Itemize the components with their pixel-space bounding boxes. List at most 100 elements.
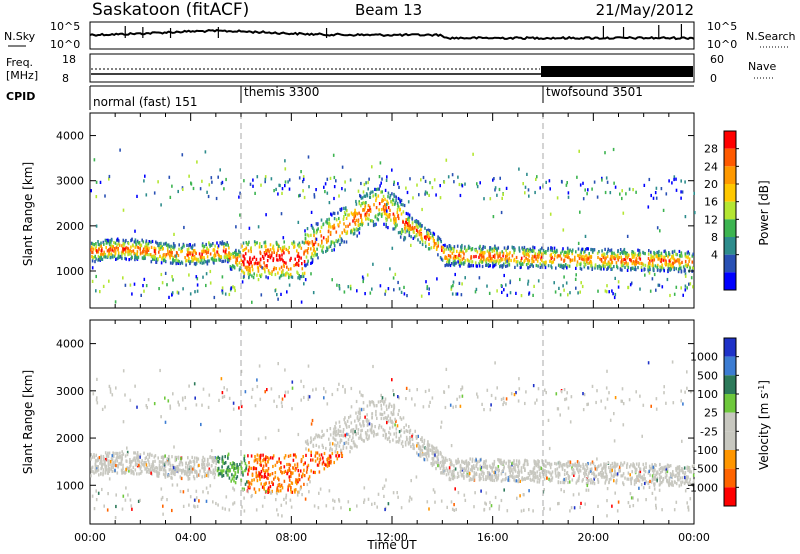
data-cell [260, 469, 263, 474]
data-cell [679, 262, 682, 266]
data-cell [100, 244, 102, 249]
data-cell [371, 412, 374, 416]
data-cell [139, 467, 142, 471]
data-cell [581, 284, 584, 289]
data-cell [280, 469, 282, 474]
data-cell [143, 179, 145, 183]
data-cell [321, 249, 323, 253]
data-cell [345, 216, 348, 220]
data-cell [631, 476, 633, 480]
data-cell [318, 461, 321, 465]
data-cell [137, 457, 140, 461]
data-cell [257, 278, 260, 282]
data-cell [574, 464, 577, 468]
data-cell [500, 472, 503, 476]
data-cell [196, 277, 199, 281]
data-cell [228, 292, 231, 297]
data-cell [622, 463, 624, 467]
data-cell [222, 459, 224, 463]
data-cell [585, 254, 588, 258]
data-cell [242, 260, 245, 264]
data-cell [310, 436, 312, 440]
data-cell [392, 438, 394, 442]
data-cell [651, 463, 653, 467]
data-cell [659, 463, 661, 467]
data-cell [675, 252, 677, 256]
data-cell [119, 456, 121, 460]
data-cell [688, 259, 690, 263]
data-cell [462, 256, 465, 260]
data-cell [562, 284, 564, 288]
data-cell [411, 225, 414, 229]
data-cell [325, 237, 328, 242]
data-cell [458, 253, 460, 258]
data-cell [669, 267, 671, 271]
data-cell [390, 404, 393, 408]
data-cell [413, 444, 415, 448]
data-cell [425, 455, 428, 459]
data-cell [131, 460, 133, 464]
data-cell [533, 462, 536, 466]
data-cell [428, 235, 430, 239]
data-cell [117, 451, 119, 456]
data-cell [406, 429, 409, 433]
data-cell [670, 474, 672, 478]
data-cell [474, 459, 476, 463]
data-cell [389, 426, 391, 430]
data-cell [357, 419, 360, 423]
data-cell [593, 482, 596, 486]
data-cell [214, 458, 216, 462]
data-cell [324, 190, 326, 194]
data-cell [242, 473, 244, 477]
data-cell [481, 264, 484, 269]
data-cell [258, 273, 261, 277]
data-cell [607, 262, 609, 266]
data-cell [221, 240, 224, 244]
data-cell [107, 462, 110, 466]
data-cell [452, 260, 455, 264]
data-cell [652, 471, 655, 475]
data-cell [164, 255, 167, 259]
data-cell [375, 222, 377, 226]
data-cell [361, 218, 363, 222]
data-cell [157, 257, 159, 261]
data-cell [346, 419, 349, 423]
data-cell [360, 196, 363, 200]
data-cell [356, 234, 358, 238]
data-cell [264, 242, 267, 247]
data-cell [576, 175, 578, 179]
data-cell [400, 198, 403, 203]
data-cell [189, 292, 192, 296]
data-cell [221, 457, 223, 461]
data-cell [278, 478, 280, 482]
data-cell [364, 212, 367, 216]
data-cell [534, 254, 537, 258]
data-cell [118, 243, 121, 247]
data-cell [604, 265, 606, 269]
data-cell [498, 468, 500, 472]
data-cell [567, 480, 569, 485]
data-cell [604, 247, 606, 251]
data-cell [635, 259, 637, 263]
data-cell [407, 223, 409, 227]
data-cell [399, 230, 401, 234]
data-cell [654, 475, 657, 479]
data-cell [669, 264, 672, 268]
data-cell [266, 456, 269, 460]
data-cell [470, 263, 473, 268]
data-cell [660, 268, 662, 272]
data-cell [622, 250, 625, 254]
data-cell [362, 201, 365, 205]
data-cell [103, 458, 105, 463]
data-cell [574, 277, 577, 281]
data-cell [378, 187, 380, 191]
data-cell [164, 454, 166, 458]
data-cell [234, 481, 237, 485]
data-cell [260, 453, 262, 457]
data-cell [108, 247, 111, 252]
data-cell [144, 457, 147, 461]
data-cell [689, 282, 692, 286]
data-cell [93, 455, 96, 459]
data-cell [278, 467, 281, 471]
data-cell [635, 478, 637, 482]
